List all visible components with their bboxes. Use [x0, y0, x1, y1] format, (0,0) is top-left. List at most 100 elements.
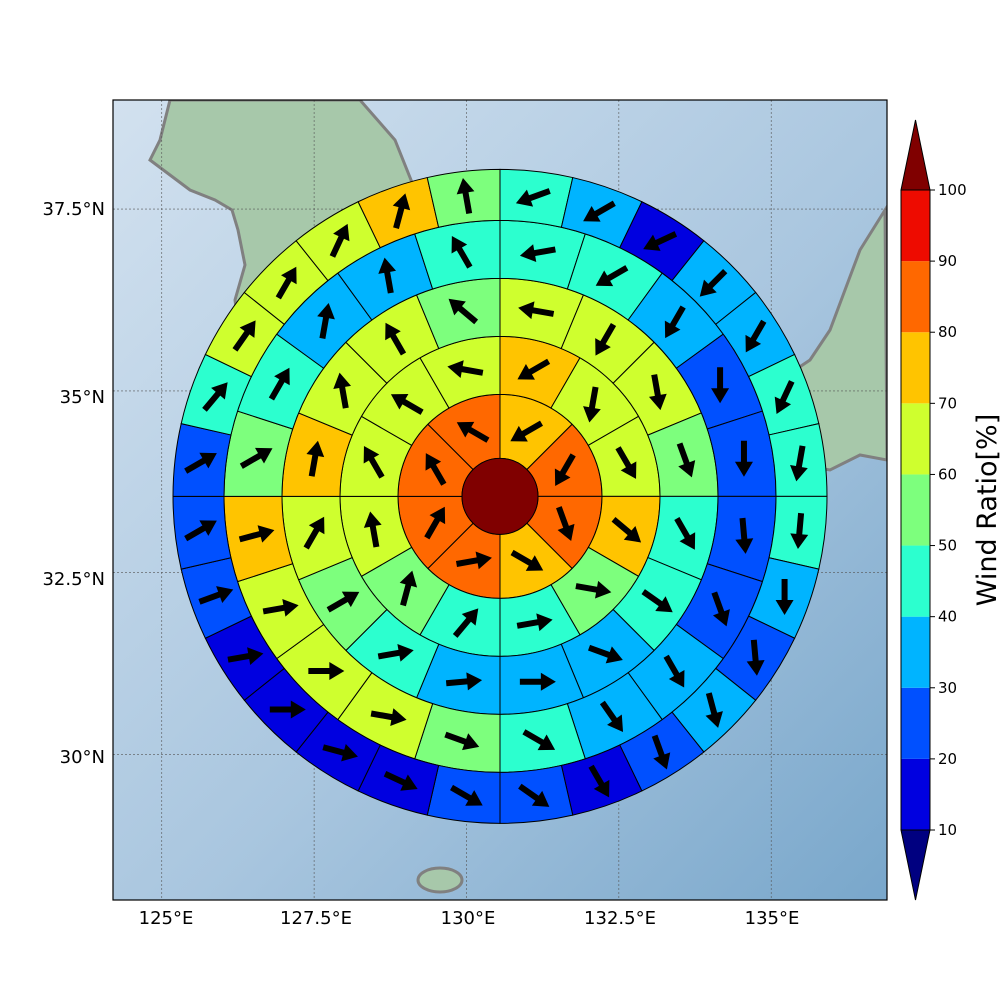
lat-label-32-5: 32.5°N [42, 569, 105, 590]
colorbar-band-7 [901, 332, 930, 404]
wind-arrow-r2-s4 [611, 517, 642, 543]
land-island-south [416, 866, 464, 894]
wind-arrow-r1-s2 [554, 453, 576, 487]
wind-arrow-r5-s26 [329, 223, 350, 258]
wind-arrow-r5-s21 [184, 520, 217, 542]
wind-arrow-r1-s5 [455, 551, 492, 570]
wind-arrow-r5-s20 [198, 586, 234, 605]
wind-arrow-r5-s2 [583, 200, 616, 222]
wind-arrow-r3-s7 [588, 644, 623, 664]
colorbar-band-9 [901, 190, 930, 262]
wind-arrow-r2-s9 [363, 511, 382, 548]
colorbar-tick-70: 70 [938, 394, 957, 412]
colorbar-title: Wind Ratio[%] [972, 414, 1000, 606]
colorbar-tick-100: 100 [938, 181, 967, 199]
wind-arrow-r1-s8 [456, 421, 490, 443]
wind-arrow-r3-s8 [519, 672, 556, 691]
colorbar-band-8 [901, 261, 930, 333]
wind-arrow-r5-s17 [322, 743, 358, 762]
lon-labels: 125°E 127.5°E 130°E 132.5°E 135°E [139, 908, 800, 929]
wind-arrow-r4-s15 [238, 525, 275, 543]
lat-label-30: 30°N [60, 747, 105, 768]
colorbar-frame [900, 189, 931, 831]
colorbar-under-triangle [900, 829, 931, 901]
wind-arrow-r5-s27 [392, 193, 411, 229]
colorbar-band-4 [901, 545, 930, 617]
wind-arrow-r5-s13 [588, 764, 610, 798]
colorbar-band-1 [901, 758, 930, 830]
wind-arrow-r4-s9 [599, 700, 624, 733]
colorbar-tick-60: 60 [938, 465, 957, 483]
colorbar-tick-90: 90 [938, 252, 957, 270]
wind-arrow-r4-s6 [735, 517, 754, 554]
wind-arrow-r3-s6 [641, 589, 673, 613]
wind-arrow-r3-s12 [303, 516, 325, 550]
colorbar: 10 20 30 40 50 60 70 80 90 100 [900, 119, 967, 901]
wind-arrow-r4-s7 [711, 591, 730, 627]
colorbar-over-triangle [900, 119, 931, 191]
colorbar-tick-30: 30 [938, 679, 957, 697]
colorbar-tick-80: 80 [938, 323, 957, 341]
wind-arrow-r4-s4 [711, 367, 730, 404]
wind-arrow-r4-s16 [239, 447, 273, 469]
wind-arrow-r5-s18 [269, 700, 306, 719]
wind-arrow-r4-s11 [444, 731, 480, 751]
wind-arrow-r4-s17 [268, 367, 290, 401]
center-cell [461, 457, 539, 535]
lon-label-130: 130°E [441, 908, 496, 929]
wind-arrow-r3-s3 [648, 374, 667, 411]
lat-label-37-5: 37.5°N [42, 199, 105, 220]
wind-arrow-r3-s9 [445, 672, 483, 691]
colorbar-tick-40: 40 [938, 608, 957, 626]
wind-arrow-r4-s13 [308, 662, 345, 681]
wind-arrow-r4-s1 [519, 244, 556, 262]
wind-arrow-r5-s10 [746, 639, 765, 676]
lon-label-132-5: 132.5°E [584, 908, 656, 929]
wind-arrow-r5-s12 [651, 734, 671, 770]
wind-arrow-r5-s7 [790, 445, 808, 482]
wind-arrow-r4-s3 [664, 305, 686, 339]
lon-label-125: 125°E [139, 908, 194, 929]
colorbar-band-3 [901, 616, 930, 688]
wind-arrow-r3-s15 [385, 322, 407, 356]
colorbar-tick-20: 20 [938, 750, 957, 768]
wind-arrow-r3-s16 [448, 298, 479, 325]
wind-arrow-r5-s1 [515, 188, 551, 207]
wind-arrow-r5-s6 [774, 380, 795, 415]
wind-arrow-r3-s14 [333, 372, 352, 409]
wind-arrow-r4-s10 [522, 729, 556, 751]
wind-arrow-r4-s19 [378, 257, 397, 294]
wind-arrow-r2-s5 [575, 580, 612, 599]
wind-arrow-r5-s3 [643, 231, 678, 251]
wind-arrow-r5-s14 [518, 783, 550, 807]
wind-arrow-r5-s24 [232, 320, 256, 352]
colorbar-band-6 [901, 403, 930, 475]
wind-arrow-r2-s3 [615, 446, 637, 479]
wind-arrow-r3-s2 [595, 322, 617, 356]
wind-arrow-r4-s8 [663, 654, 685, 688]
wind-arrow-r4-s5 [734, 440, 753, 477]
colorbar-band-2 [901, 687, 930, 759]
wind-arrow-r3-s13 [306, 440, 325, 477]
wind-arrow-r5-s23 [202, 382, 228, 412]
wind-arrow-r5-s5 [745, 319, 767, 353]
sector-r5-s21 [172, 495, 232, 570]
wind-sectors [172, 168, 828, 824]
wind-arrow-r3-s10 [377, 643, 414, 662]
wind-arrow-r1-s3 [556, 506, 575, 542]
lon-label-127-5: 127.5°E [280, 908, 352, 929]
wind-arrow-r3-s4 [676, 442, 696, 478]
wind-arrow-r5-s4 [699, 269, 728, 297]
wind-arrow-r2-s11 [390, 393, 424, 415]
wind-arrow-r1-s1 [510, 420, 544, 442]
wind-arrow-r1-s4 [510, 549, 544, 571]
wind-arrow-r4-s18 [317, 302, 335, 339]
lon-label-135: 135°E [745, 908, 800, 929]
wind-arrow-r5-s22 [184, 452, 217, 474]
wind-arrow-r4-s12 [370, 708, 407, 727]
colorbar-band-5 [901, 474, 930, 546]
wind-arrow-r2-s2 [583, 386, 601, 423]
wind-arrow-r5-s25 [275, 266, 297, 300]
wind-arrow-r4-s14 [262, 598, 299, 617]
